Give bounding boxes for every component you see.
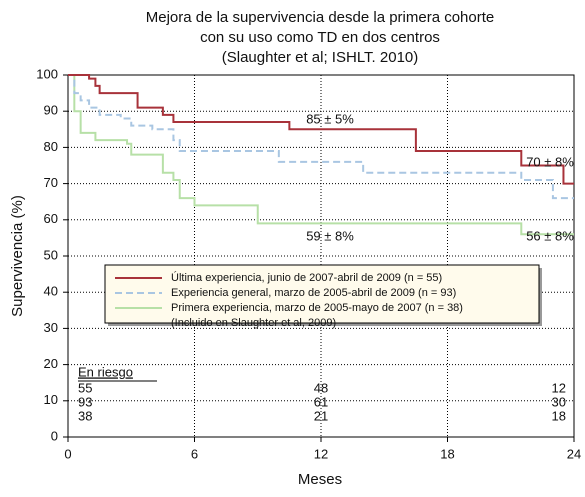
x-tick-label: 18 — [440, 446, 454, 461]
risk-count: 55 — [78, 380, 92, 395]
y-tick-label: 50 — [44, 247, 58, 262]
risk-count: 30 — [552, 394, 566, 409]
risk-count: 48 — [314, 380, 328, 395]
survival-curve — [68, 74, 574, 185]
annotation: 59 ± 8% — [306, 228, 354, 243]
chart-title: (Slaughter et al; ISHLT. 2010) — [222, 49, 419, 66]
plot-frame — [67, 74, 575, 438]
y-tick-label: 70 — [44, 175, 58, 190]
y-tick-label: 80 — [44, 139, 58, 154]
y-tick-label: 100 — [36, 66, 58, 81]
risk-count: 21 — [314, 408, 328, 423]
survival-curve — [68, 74, 574, 200]
y-tick-label: 40 — [44, 284, 58, 299]
y-tick-label: 20 — [44, 356, 58, 371]
legend-box — [104, 264, 540, 324]
x-axis-label: Meses — [298, 471, 342, 488]
risk-count: 38 — [78, 408, 92, 423]
legend-label: Última experiencia, junio de 2007-abril … — [171, 271, 442, 284]
x-tick-label: 0 — [64, 446, 71, 461]
risk-count: 93 — [78, 394, 92, 409]
y-tick-label: 0 — [51, 428, 58, 443]
chart-title: Mejora de la supervivencia desde la prim… — [146, 9, 495, 26]
legend-label: Primera experiencia, marzo de 2005-mayo … — [171, 302, 463, 314]
annotation: 85 ± 5% — [306, 111, 354, 126]
y-tick-label: 10 — [44, 392, 58, 407]
legend-label: Experiencia general, marzo de 2005-abril… — [171, 287, 456, 299]
x-tick-label: 24 — [567, 446, 581, 461]
y-tick-label: 90 — [44, 103, 58, 118]
legend-note: (Incluido en Slaughter et al, 2009) — [171, 317, 336, 329]
y-tick-label: 60 — [44, 211, 58, 226]
y-axis-label: Supervivencia (%) — [9, 195, 26, 317]
risk-title: En riesgo — [78, 364, 133, 379]
survival-curve — [68, 74, 574, 236]
risk-count: 18 — [552, 408, 566, 423]
y-tick-label: 30 — [44, 320, 58, 335]
x-tick-label: 6 — [191, 446, 198, 461]
annotation: 70 ± 8% — [526, 154, 574, 169]
annotation: 56 ± 8% — [526, 228, 574, 243]
risk-count: 61 — [314, 394, 328, 409]
x-tick-label: 12 — [314, 446, 328, 461]
risk-count: 12 — [552, 380, 566, 395]
chart-title: con su uso como TD en dos centros — [200, 29, 440, 46]
